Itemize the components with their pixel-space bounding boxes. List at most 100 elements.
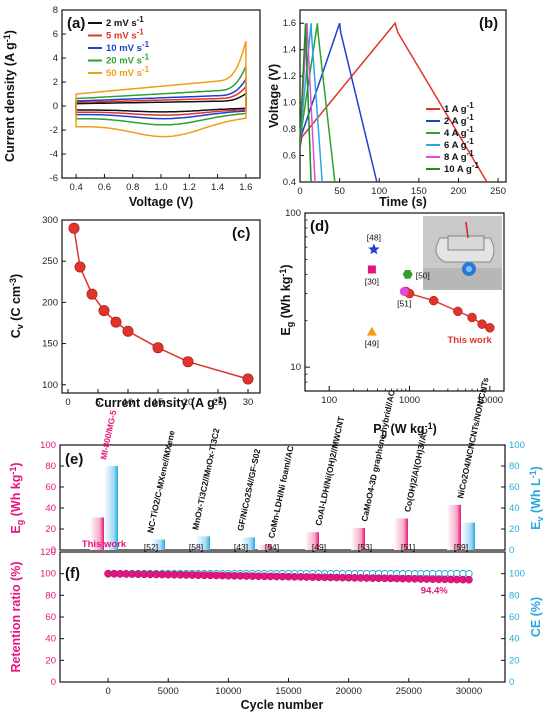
a-xtick: 0.4	[70, 182, 83, 193]
f-ytick-right: 0	[509, 677, 514, 688]
f-xtick: 15000	[275, 686, 301, 697]
e-bar-ev	[104, 466, 118, 550]
d-ytick: 10	[290, 362, 301, 373]
d-this-work-point	[428, 295, 439, 306]
f-xtick: 25000	[396, 686, 422, 697]
panel-label-c: (c)	[232, 225, 250, 242]
e-ytick-right: 60	[509, 482, 520, 493]
f-ytick: 120	[40, 547, 56, 558]
panel-b: 0 50 100 150 200 2500.40.60.81.01.21.41.6 1 A…	[267, 9, 507, 209]
c-line	[73, 228, 249, 380]
d-reference-point	[368, 243, 380, 255]
e-ref-label: [51]	[401, 542, 415, 552]
d-this-work-label: This work	[448, 335, 493, 346]
f-ylabel-right: CE (%)	[529, 597, 543, 637]
c-xtick: 0	[65, 397, 70, 408]
f-ytick: 20	[45, 655, 56, 666]
c-xtick: 20	[183, 397, 194, 408]
b-ytick: 1.0	[283, 98, 296, 109]
f-ytick: 0	[51, 677, 56, 688]
e-ytick: 100	[40, 440, 56, 451]
d-reference-label: [49]	[365, 339, 379, 349]
a-ytick: 8	[53, 5, 58, 16]
d-reference-label: [51]	[397, 298, 411, 308]
d-reference-label: [30]	[365, 276, 379, 286]
e-ytick-right: 0	[509, 545, 514, 556]
a-xtick: 1.0	[154, 182, 167, 193]
panel-label-d: (d)	[310, 218, 329, 235]
e-ytick-right: 80	[509, 461, 520, 472]
panel-label-e: (e)	[65, 451, 83, 468]
b-xtick: 200	[451, 186, 467, 197]
b-ytick: 1.2	[283, 71, 296, 82]
e-bar-eg	[351, 527, 365, 550]
d-this-work-line	[405, 290, 491, 329]
f-ylabel: Retention ratio (%)	[9, 561, 23, 672]
a-legend-label: 10 mV s-1	[106, 40, 150, 54]
c-xtick: 15	[153, 397, 164, 408]
c-ytick: 150	[42, 339, 58, 350]
b-ytick: 0.4	[283, 177, 296, 188]
b-xtick: 150	[411, 186, 427, 197]
e-ref-label: [49]	[312, 542, 326, 552]
d-xtick: 1000	[399, 395, 420, 406]
f-ytick-right: 60	[509, 612, 520, 623]
e-category-label: MI-800/MG-5	[98, 409, 118, 460]
e-ref-label: [59]	[454, 542, 468, 552]
b-ytick: 1.6	[283, 18, 296, 29]
d-reference-point	[399, 286, 409, 296]
b-gcd-curve	[299, 23, 312, 183]
f-xtick: 0	[105, 686, 110, 697]
a-xlabel: Voltage (V)	[129, 195, 193, 209]
a-ytick: 0	[53, 101, 58, 112]
c-xtick: 30	[243, 397, 254, 408]
d-ylabel: Eg (Wh kg-1)	[278, 264, 295, 335]
e-ytick: 80	[45, 461, 56, 472]
d-xlabel: Pg (W kg-1)	[373, 421, 437, 438]
b-xlabel: Time (s)	[379, 195, 427, 209]
a-xtick: 1.4	[211, 182, 224, 193]
f-ytick-right: 20	[509, 655, 520, 666]
f-annotation: 94.4%	[421, 586, 448, 597]
c-xtick: 10	[123, 397, 134, 408]
c-point	[110, 316, 122, 328]
e-ref-label: [54]	[265, 542, 279, 552]
c-point	[98, 305, 110, 317]
a-ytick: 4	[53, 53, 58, 64]
b-xtick: 0	[297, 186, 302, 197]
a-xtick: 1.6	[239, 182, 252, 193]
e-category-label: CoMn-LDH/Ni foam//AC	[266, 445, 295, 539]
a-cv-curve	[75, 40, 247, 138]
f-ytick-right: 40	[509, 634, 520, 645]
e-category-label: NiCo2O4/NCNCNTs/NON/CNTs	[455, 376, 490, 499]
a-legend-label: 20 mV s-1	[106, 53, 150, 67]
e-ytick-right: 100	[509, 440, 525, 451]
e-ytick: 40	[45, 503, 56, 514]
a-xtick: 0.6	[98, 182, 111, 193]
e-ytick: 60	[45, 482, 56, 493]
c-ytick: 300	[42, 215, 58, 226]
e-ref-label: [53]	[358, 542, 372, 552]
a-ytick: -6	[50, 173, 58, 184]
a-ytick: 6	[53, 29, 58, 40]
c-ytick: 100	[42, 380, 58, 391]
c-ytick: 200	[42, 297, 58, 308]
c-point	[86, 288, 98, 300]
e-ytick: 20	[45, 524, 56, 535]
e-category-label: CaMoO4-3D graphene hybrid//AC	[359, 389, 397, 522]
panel-d: 100 1000 10000 10 100 This work [48] [30] [50] […	[278, 208, 505, 438]
f-retention-point	[465, 575, 473, 584]
e-bar-ev	[241, 537, 255, 550]
panel-label-b: (b)	[479, 15, 498, 32]
f-ytick: 60	[45, 612, 56, 623]
d-reference-label: [48]	[367, 232, 381, 242]
f-ytick: 40	[45, 634, 56, 645]
e-bar-ev	[196, 536, 210, 550]
a-ytick: -2	[50, 125, 58, 136]
d-reference-point	[402, 270, 413, 279]
a-xtick: 0.8	[126, 182, 139, 193]
e-bar-eg	[90, 517, 104, 550]
f-ytick-right: 80	[509, 590, 520, 601]
